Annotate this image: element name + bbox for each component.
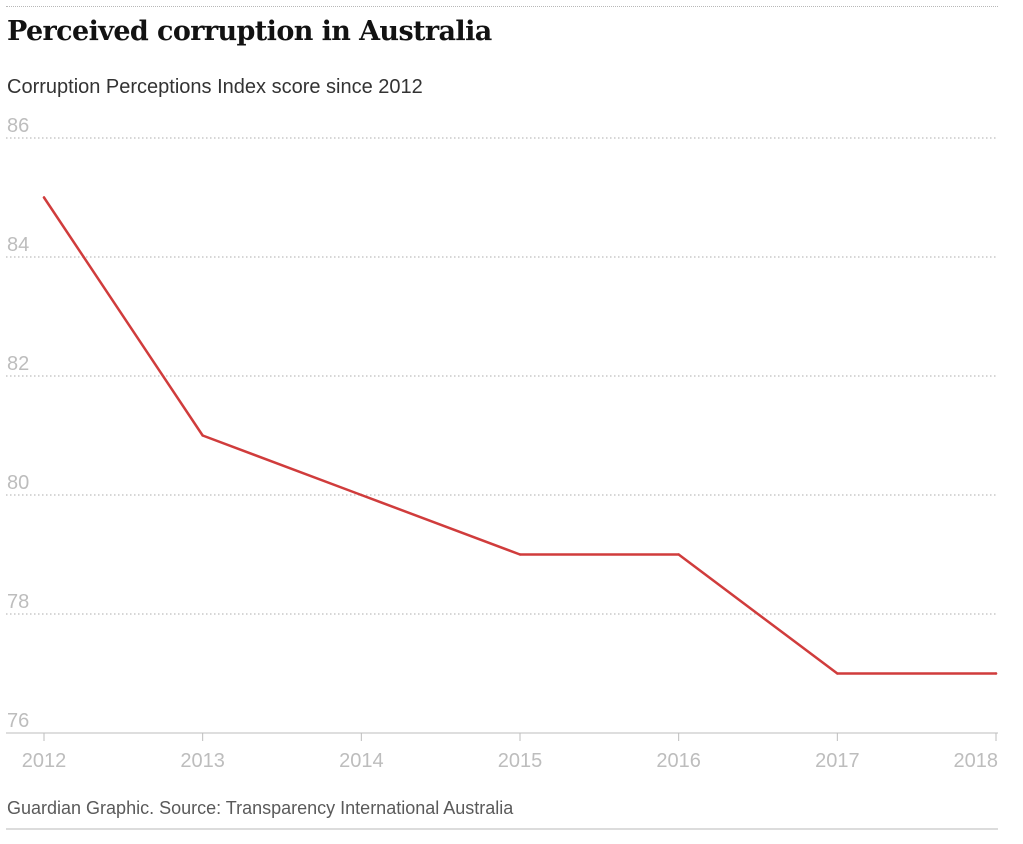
y-tick-label-76: 76 [7,710,29,732]
x-tick-label-2017: 2017 [815,750,860,772]
y-tick-label-86: 86 [7,115,29,137]
y-axis-tick-labels: 76 78 80 82 84 86 [7,115,29,732]
x-axis-tick-labels: 2012 2013 2014 2015 2016 2017 2018 [22,750,998,772]
data-point-2015 [518,553,522,556]
y-tick-label-78: 78 [7,591,29,613]
data-point-2016 [677,553,680,556]
data-point-2014 [360,493,363,497]
source-note: Guardian Graphic. Source: Transparency I… [7,798,514,818]
y-tick-label-84: 84 [7,234,29,256]
series-line-0 [42,196,998,675]
x-tick-label-2014: 2014 [339,750,384,772]
chart-title: Perceived corruption in Australia [7,16,492,47]
bottom-rule [6,828,998,830]
x-tick-label-2016: 2016 [656,750,701,772]
series-layer [42,196,998,675]
data-point-2012 [42,196,46,199]
y-tick-label-80: 80 [7,472,29,494]
x-tick-label-2018: 2018 [954,750,999,772]
chart-subtitle: Corruption Perceptions Index score since… [7,76,423,98]
gridlines [6,137,998,615]
x-tick-label-2012: 2012 [22,750,67,772]
data-point-2018 [994,672,998,675]
x-tick-label-2013: 2013 [180,750,225,772]
x-axis [6,732,998,741]
y-tick-label-82: 82 [7,353,29,375]
top-rule [6,6,998,7]
data-point-2017 [836,672,839,675]
data-point-2013 [201,434,204,437]
x-tick-label-2015: 2015 [498,750,543,772]
